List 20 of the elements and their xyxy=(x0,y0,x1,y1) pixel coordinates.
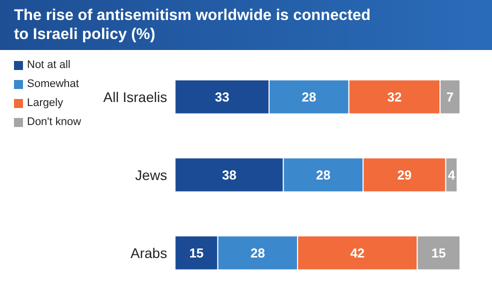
data-label: 42 xyxy=(350,245,365,260)
data-label: 4 xyxy=(448,167,456,182)
data-label: 29 xyxy=(397,167,412,182)
data-label: 33 xyxy=(214,89,230,104)
y-tick-label: Arabs xyxy=(130,244,168,261)
data-label: 15 xyxy=(189,245,204,260)
data-label: 38 xyxy=(222,167,236,182)
legend-label: Don't know xyxy=(27,116,82,128)
data-label: 28 xyxy=(250,245,265,260)
y-tick-label: Jews xyxy=(135,166,168,183)
legend-label: Largely xyxy=(27,97,64,109)
y-tick-label: All Israelis xyxy=(103,88,168,105)
legend-label: Not at all xyxy=(27,59,70,71)
data-label: 32 xyxy=(387,89,402,104)
legend-label: Somewhat xyxy=(27,78,79,90)
data-label: 7 xyxy=(446,89,454,104)
chart-title: The rise of antisemitism worldwide is connected to Israeli policy (%) xyxy=(0,0,492,50)
data-label: 28 xyxy=(302,89,316,104)
data-label: 28 xyxy=(316,167,330,182)
data-label: 15 xyxy=(431,245,446,260)
